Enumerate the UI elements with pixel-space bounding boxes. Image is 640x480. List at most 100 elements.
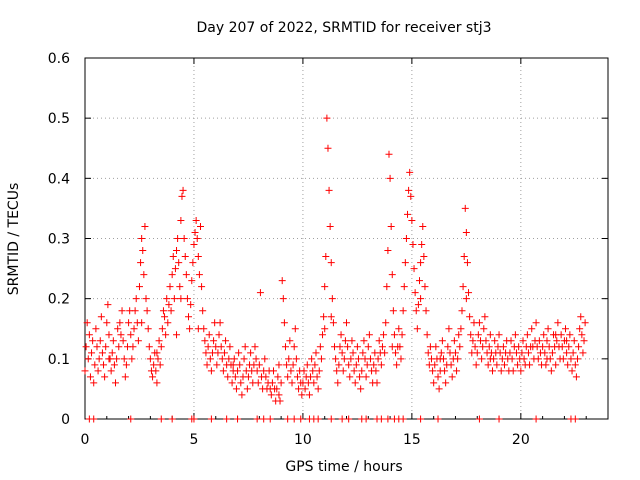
data-point (94, 367, 102, 375)
data-point (142, 295, 150, 303)
data-point (204, 343, 212, 351)
data-point (150, 361, 158, 369)
data-point (401, 259, 409, 267)
data-point (89, 337, 97, 345)
data-point (547, 367, 555, 375)
data-point (478, 355, 486, 363)
data-point (365, 331, 373, 339)
data-point (286, 337, 294, 345)
data-point (153, 349, 161, 357)
data-point (243, 385, 251, 393)
data-point (392, 349, 400, 357)
data-point (564, 361, 572, 369)
data-point (552, 331, 560, 339)
data-point (158, 325, 166, 333)
data-point (125, 319, 133, 327)
data-point (563, 337, 571, 345)
data-point (397, 355, 405, 363)
data-point (215, 331, 223, 339)
data-point (314, 385, 322, 393)
data-point (327, 415, 335, 423)
data-point (137, 259, 145, 267)
data-point (310, 379, 318, 387)
data-point (171, 265, 179, 273)
data-point (109, 337, 117, 345)
data-point (168, 271, 176, 279)
data-point (236, 361, 244, 369)
data-point (196, 222, 204, 230)
x-axis-label: GPS time / hours (285, 459, 402, 475)
data-point (378, 343, 386, 351)
data-point (316, 343, 324, 351)
data-point (115, 343, 123, 351)
data-point (581, 319, 589, 327)
data-point (578, 331, 586, 339)
data-point (276, 397, 284, 405)
data-point (223, 415, 231, 423)
data-point (97, 313, 105, 321)
data-point (508, 355, 516, 363)
y-tick-label: 0.3 (48, 232, 70, 248)
data-point (349, 349, 357, 357)
data-point (81, 367, 89, 375)
data-point (515, 343, 523, 351)
data-point (329, 319, 337, 327)
data-point (566, 331, 574, 339)
data-point (284, 373, 292, 381)
data-point (424, 349, 432, 357)
data-point (274, 373, 282, 381)
data-point (128, 355, 136, 363)
data-point (149, 373, 157, 381)
data-point (406, 168, 414, 176)
data-point (445, 325, 453, 333)
data-point (153, 379, 161, 387)
data-point (540, 331, 548, 339)
data-point (256, 289, 264, 297)
data-point (183, 295, 191, 303)
data-point (327, 313, 335, 321)
data-point (429, 367, 437, 375)
data-point (506, 349, 514, 357)
data-point (293, 373, 301, 381)
data-point (275, 361, 283, 369)
data-point (300, 367, 308, 375)
data-point (417, 259, 425, 267)
data-point (345, 415, 353, 423)
data-point (579, 349, 587, 357)
data-point (571, 415, 579, 423)
data-point (466, 313, 474, 321)
data-point (202, 349, 210, 357)
data-point (484, 361, 492, 369)
data-point (327, 259, 335, 267)
chart-title: Day 207 of 2022, SRMTID for receiver stj… (197, 20, 492, 36)
data-point (325, 186, 333, 194)
data-point (141, 222, 149, 230)
data-point (575, 343, 583, 351)
data-point (284, 415, 292, 423)
data-point (535, 337, 543, 345)
data-point (430, 379, 438, 387)
data-point (179, 186, 187, 194)
data-point (442, 379, 450, 387)
data-point (102, 343, 110, 351)
data-point (441, 367, 449, 375)
data-point (308, 355, 316, 363)
data-point (336, 343, 344, 351)
data-point (467, 331, 475, 339)
data-point (230, 355, 238, 363)
data-point (437, 349, 445, 357)
data-point (384, 415, 392, 423)
data-point (91, 361, 99, 369)
data-point (295, 385, 303, 393)
data-point (341, 337, 349, 345)
data-point (542, 361, 550, 369)
data-point (105, 331, 113, 339)
data-point (495, 415, 503, 423)
data-point (462, 295, 470, 303)
data-point (387, 222, 395, 230)
data-point (576, 325, 584, 333)
data-point (337, 331, 345, 339)
data-point (423, 331, 431, 339)
data-point (280, 319, 288, 327)
